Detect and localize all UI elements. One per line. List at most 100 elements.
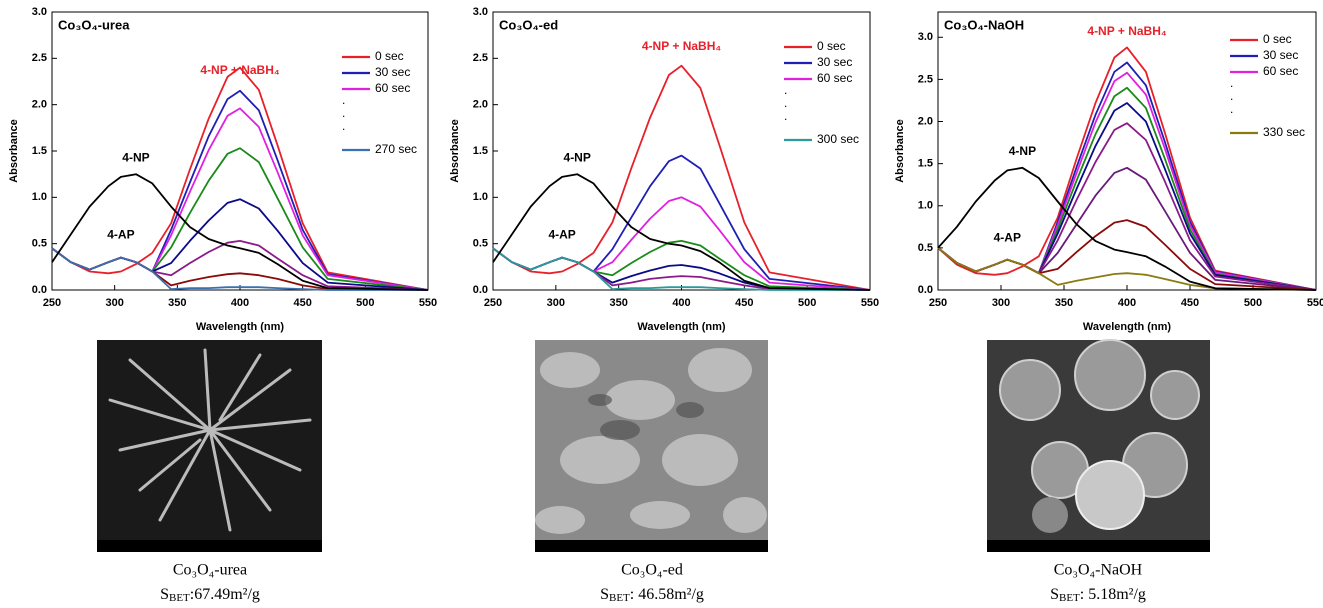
surface-area: SBET: 5.18m²/g <box>1050 586 1146 604</box>
series-line <box>52 91 428 290</box>
y-tick-label: 1.5 <box>473 145 488 157</box>
surface-area-text: S <box>1050 586 1059 603</box>
surface-area-text: S <box>600 586 609 603</box>
x-tick-label: 250 <box>43 297 61 309</box>
series-line <box>52 199 428 290</box>
x-tick-label: 350 <box>1055 297 1073 309</box>
legend-ellipsis: . <box>784 96 787 110</box>
y-tick-label: 2.5 <box>32 52 47 64</box>
annotation: 4-AP <box>107 228 134 242</box>
y-tick-label: 0.0 <box>918 284 933 296</box>
series-line <box>938 88 1316 290</box>
x-tick-label: 400 <box>1118 297 1136 309</box>
series-line <box>493 66 870 290</box>
legend-label: 60 sec <box>375 81 410 95</box>
plot-frame <box>938 12 1316 290</box>
y-tick-label: 0.0 <box>32 284 47 296</box>
y-tick-label: 2.5 <box>918 73 933 85</box>
y-tick-label: 1.5 <box>32 145 47 157</box>
x-tick-label: 450 <box>293 297 311 309</box>
y-axis-title: Absorbance <box>449 119 461 183</box>
y-tick-label: 0.0 <box>473 284 488 296</box>
x-tick-label: 400 <box>231 297 249 309</box>
surface-area-text: :67.49m²/g <box>190 586 260 603</box>
legend-ellipsis: . <box>1230 76 1233 90</box>
page: 0.0 0.5 1.0 1.5 2.0 2.5 3.0 250 300 350 400 450 500 5… <box>0 0 1323 608</box>
y-tick-label: 0.5 <box>32 238 47 250</box>
x-tick-label: 500 <box>356 297 374 309</box>
legend-label: 0 sec <box>1263 32 1292 46</box>
surface-area-text: : 46.58m²/g <box>630 586 704 603</box>
x-tick-label: 300 <box>105 297 123 309</box>
x-tick-label: 450 <box>735 297 753 309</box>
series-line <box>938 103 1316 290</box>
series-line <box>493 156 870 290</box>
annotation: 4-NP + NaBH₄ <box>642 39 721 53</box>
image-caption: Co₃O₄-urea <box>173 562 247 579</box>
x-tick-label: 250 <box>929 297 947 309</box>
image-caption: Co₃O₄-NaOH <box>1054 562 1143 579</box>
legend-ellipsis: . <box>784 109 787 123</box>
y-tick-label: 2.0 <box>918 115 933 127</box>
y-tick-label: 1.5 <box>918 158 933 170</box>
x-tick-label: 300 <box>992 297 1010 309</box>
y-tick-label: 3.0 <box>473 6 488 18</box>
legend-label: 60 sec <box>1263 64 1298 78</box>
x-axis-title: Wavelength (nm) <box>1083 321 1172 333</box>
series-line <box>52 68 428 290</box>
legend-ellipsis: . <box>342 119 345 133</box>
series-line <box>938 168 1316 290</box>
x-tick-label: 350 <box>168 297 186 309</box>
x-tick-label: 250 <box>484 297 502 309</box>
y-tick-label: 2.5 <box>473 52 488 64</box>
y-tick-label: 1.0 <box>473 191 488 203</box>
panel-label: Co₃O₄-NaOH <box>944 17 1024 32</box>
legend-ellipsis: . <box>1230 102 1233 116</box>
x-tick-label: 300 <box>547 297 565 309</box>
legend-label: 30 sec <box>817 55 852 69</box>
x-tick-label: 550 <box>1307 297 1323 309</box>
sem-image-ed <box>535 340 768 552</box>
panel-label: Co₃O₄-urea <box>58 17 130 32</box>
legend-ellipsis: . <box>342 93 345 107</box>
subscript: BET <box>169 592 190 604</box>
y-axis-title: Absorbance <box>8 119 20 183</box>
legend-label: 0 sec <box>817 39 846 53</box>
surface-area: SBET: 46.58m²/g <box>600 586 704 604</box>
legend-label: 60 sec <box>817 71 852 85</box>
image-caption: Co₃O₄-ed <box>621 562 683 579</box>
annotation: 4-AP <box>548 228 575 242</box>
y-tick-label: 0.5 <box>918 242 933 254</box>
legend-ellipsis: . <box>1230 89 1233 103</box>
annotation: 4-NP <box>122 150 149 164</box>
legend-label: 30 sec <box>375 65 410 79</box>
y-tick-label: 2.0 <box>473 99 488 111</box>
panel-label: Co₃O₄-ed <box>499 17 558 32</box>
subscript: BET <box>609 592 630 604</box>
legend-ellipsis: . <box>342 106 345 120</box>
subscript: BET <box>1059 592 1080 604</box>
series-line <box>52 148 428 290</box>
legend-ellipsis: . <box>784 83 787 97</box>
x-tick-label: 550 <box>861 297 879 309</box>
y-axis-title: Absorbance <box>894 119 906 183</box>
legend-label: 300 sec <box>817 132 859 146</box>
x-tick-label: 500 <box>1244 297 1262 309</box>
x-axis-title: Wavelength (nm) <box>196 321 285 333</box>
annotation: 4-NP + NaBH₄ <box>1087 24 1166 38</box>
x-tick-label: 550 <box>419 297 437 309</box>
x-tick-label: 500 <box>798 297 816 309</box>
y-tick-label: 0.5 <box>473 238 488 250</box>
y-tick-label: 3.0 <box>32 6 47 18</box>
y-tick-label: 1.0 <box>918 200 933 212</box>
series-line <box>938 168 1316 290</box>
surface-area-text: : 5.18m²/g <box>1080 586 1146 603</box>
legend-label: 0 sec <box>375 49 404 63</box>
plot-frame <box>493 12 870 290</box>
annotation: 4-AP <box>994 231 1021 245</box>
figure: 0.0 0.5 1.0 1.5 2.0 2.5 3.0 250 300 350 400 450 500 5… <box>0 0 1323 608</box>
sem-image-naoh <box>987 340 1210 552</box>
legend-label: 330 sec <box>1263 125 1305 139</box>
y-tick-label: 1.0 <box>32 191 47 203</box>
surface-area: SBET:67.49m²/g <box>160 586 260 604</box>
